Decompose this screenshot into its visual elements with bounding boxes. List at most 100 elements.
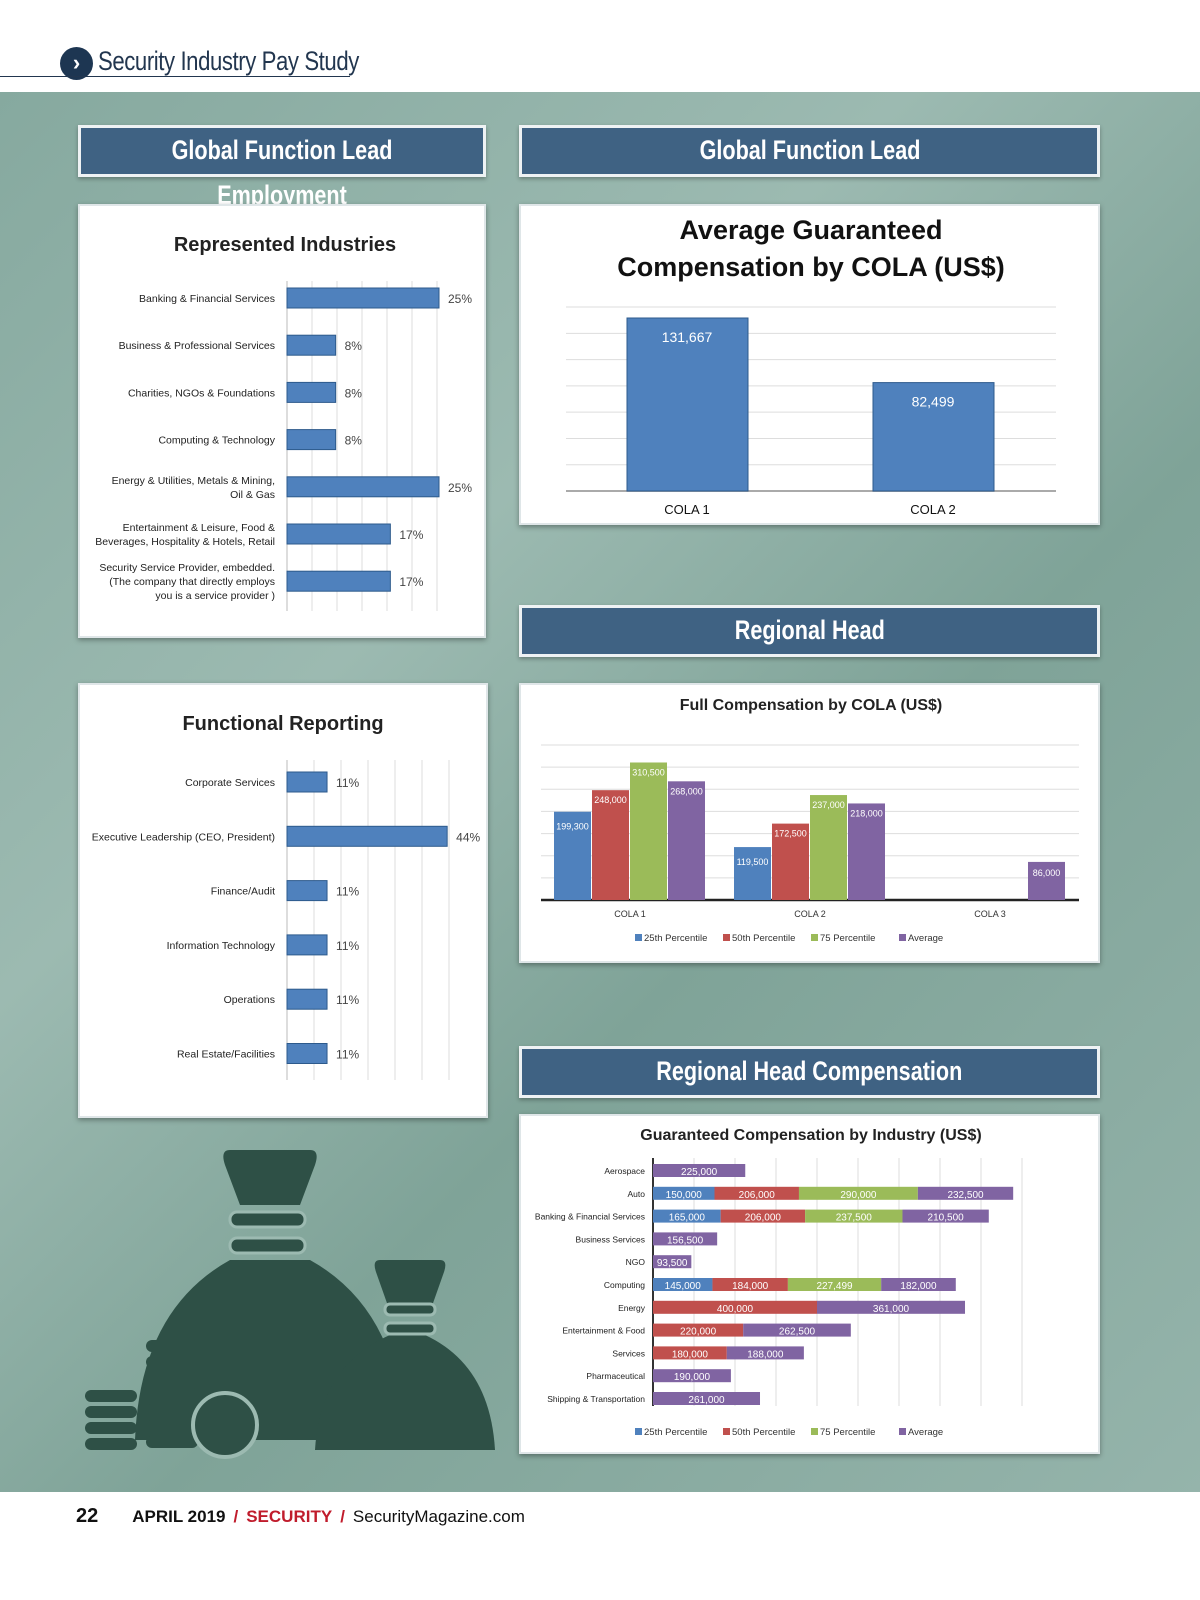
category-label: Oil & Gas	[230, 489, 275, 501]
legend-label: 75 Percentile	[820, 1427, 875, 1438]
data-label: 86,000	[1033, 868, 1061, 878]
bar	[286, 825, 448, 847]
data-label: 262,500	[779, 1327, 816, 1338]
legend-label: Average	[908, 933, 943, 944]
chevron-right-icon: ›	[60, 47, 93, 80]
bar-segment	[653, 1346, 727, 1360]
chart-title: Full Compensation by COLA (US$)	[680, 697, 943, 714]
data-label: 150,000	[666, 1190, 703, 1201]
bar-segment	[653, 1323, 744, 1337]
data-label: 25%	[448, 292, 472, 306]
data-label: 11%	[336, 776, 359, 790]
bag-top	[220, 1150, 317, 1205]
category-label: Beverages, Hospitality & Hotels, Retail	[95, 536, 275, 548]
bar-segment	[902, 1209, 989, 1223]
data-label: 8%	[345, 386, 363, 400]
chart-svg: Represented Industries 25% Banking & Finan…	[95, 234, 472, 611]
data-label: 206,000	[739, 1190, 776, 1201]
bar-segment	[787, 1278, 882, 1291]
website-link[interactable]: SecurityMagazine.com	[352, 1507, 525, 1526]
data-label: 172,500	[774, 829, 807, 839]
legend-label: 50th Percentile	[732, 1427, 795, 1438]
page-number: 22	[76, 1505, 99, 1527]
bar	[286, 934, 328, 956]
bar	[286, 880, 328, 902]
category-label: Finance/Audit	[211, 886, 275, 898]
section-header-employment: Global Function Lead Employment	[78, 125, 486, 210]
category-label: COLA 3	[974, 909, 1006, 919]
legend-swatch	[723, 934, 730, 941]
bar	[286, 523, 391, 545]
separator: /	[340, 1507, 345, 1526]
bar	[872, 382, 995, 492]
chart-svg: Guaranteed Compensation by Industry (US$…	[535, 1127, 1023, 1438]
data-label: 210,500	[928, 1213, 965, 1224]
section-title: Regional Head Compensation	[656, 1056, 963, 1086]
category-label: Services	[612, 1348, 645, 1358]
legend-swatch	[635, 1428, 642, 1435]
bar-segment	[881, 1278, 956, 1291]
category-label: Security Service Provider, embedded.	[99, 562, 275, 574]
data-label: 180,000	[672, 1349, 709, 1360]
bar	[286, 1043, 328, 1064]
data-label: 8%	[345, 339, 363, 353]
category-label: Shipping & Transportation	[547, 1394, 645, 1404]
data-label: 290,000	[840, 1190, 877, 1201]
data-label: 248,000	[594, 795, 627, 805]
category-label: NGO	[626, 1257, 646, 1267]
chart-title: Functional Reporting	[182, 713, 383, 735]
data-label: 44%	[456, 830, 480, 844]
header-rule	[0, 76, 350, 77]
bar	[286, 334, 337, 356]
bar	[1028, 861, 1065, 900]
legend-swatch	[723, 1428, 730, 1435]
category-label: Business Services	[576, 1234, 645, 1244]
bar	[286, 988, 328, 1010]
category-label: Operations	[224, 994, 275, 1006]
bar	[848, 803, 885, 900]
category-label: COLA 2	[794, 909, 826, 919]
chart-average-guaranteed-compensation: Average Guaranteed Compensation by COLA (…	[519, 204, 1100, 525]
legend-label: Average	[908, 1427, 943, 1438]
section-header-regional-comp: Regional Head Compensation	[519, 1046, 1100, 1098]
data-label: 220,000	[680, 1327, 717, 1338]
chart-title: Compensation by COLA (US$)	[617, 252, 1005, 282]
data-label: 310,500	[632, 767, 665, 777]
data-label: 25%	[448, 481, 472, 495]
data-label: 119,500	[737, 857, 769, 867]
bar-segment	[653, 1186, 715, 1200]
data-label: 268,000	[670, 786, 703, 796]
bar-segment	[917, 1186, 1014, 1200]
magazine-brand: SECURITY	[246, 1507, 333, 1526]
category-label: Corporate Services	[185, 777, 275, 789]
category-label: Charities, NGOs & Foundations	[128, 387, 275, 399]
data-label: 11%	[336, 885, 359, 899]
page-footer: 22 APRIL 2019 / SECURITY / SecurityMagazine.c…	[76, 1505, 525, 1528]
data-label: 11%	[336, 1048, 359, 1062]
chart-title: Represented Industries	[174, 234, 396, 256]
category-label: Banking & Financial Services	[535, 1212, 645, 1222]
legend-swatch	[899, 1428, 906, 1435]
category-label: Energy	[618, 1303, 646, 1313]
bar	[626, 317, 749, 492]
data-label: 400,000	[717, 1304, 754, 1315]
bar	[810, 795, 847, 900]
section-header-regional-head: Regional Head	[519, 605, 1100, 657]
chart-guaranteed-compensation-by-industry: Guaranteed Compensation by Industry (US$…	[519, 1114, 1100, 1454]
bar	[286, 476, 440, 498]
bar	[286, 429, 337, 451]
chart-title: Average Guaranteed	[679, 215, 942, 245]
data-label: 188,000	[747, 1349, 784, 1360]
section-title: Regional Head	[734, 615, 885, 645]
bar	[630, 762, 667, 900]
bar-segment	[653, 1278, 713, 1291]
bar-segment	[726, 1346, 804, 1360]
category-label: Real Estate/Facilities	[177, 1049, 275, 1061]
section-header-global-lead: Global Function Lead	[519, 125, 1100, 177]
bar-segment	[653, 1392, 761, 1405]
data-label: 206,000	[745, 1213, 782, 1224]
bar	[734, 847, 771, 900]
bar-segment	[712, 1278, 788, 1291]
category-label: Banking & Financial Services	[139, 293, 275, 305]
data-label: 17%	[399, 528, 423, 542]
